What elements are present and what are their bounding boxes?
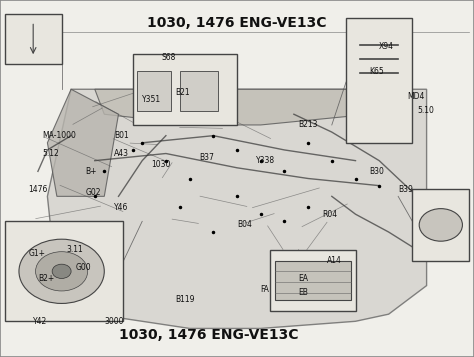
Text: B21: B21: [175, 88, 190, 97]
Text: B119: B119: [175, 295, 195, 305]
Text: K65: K65: [370, 67, 384, 76]
Polygon shape: [47, 89, 118, 196]
Text: Y351: Y351: [142, 95, 161, 105]
Text: 1476: 1476: [28, 185, 48, 194]
Text: G02: G02: [85, 188, 101, 197]
Bar: [137, 71, 171, 111]
Text: G00: G00: [76, 263, 91, 272]
Text: B04: B04: [237, 220, 252, 230]
Text: Y338: Y338: [256, 156, 275, 165]
Text: MD4: MD4: [408, 92, 425, 101]
Polygon shape: [95, 89, 379, 125]
Text: 5.12: 5.12: [43, 149, 59, 158]
Text: Y42: Y42: [33, 317, 47, 326]
Text: 1030: 1030: [152, 160, 171, 169]
Bar: [270, 250, 356, 311]
Text: B39: B39: [398, 185, 413, 194]
Text: 5.10: 5.10: [417, 106, 434, 115]
Text: B213: B213: [299, 120, 318, 130]
Text: X94: X94: [379, 42, 394, 51]
Text: B37: B37: [199, 152, 214, 162]
Circle shape: [52, 264, 71, 278]
Text: Y46: Y46: [114, 202, 128, 212]
Text: EB: EB: [299, 288, 309, 297]
Circle shape: [19, 239, 104, 303]
Text: B+: B+: [85, 167, 97, 176]
Circle shape: [36, 252, 88, 291]
Text: EA: EA: [299, 274, 309, 283]
Circle shape: [419, 208, 463, 241]
Text: A43: A43: [114, 149, 129, 158]
Text: A14: A14: [327, 256, 342, 265]
Polygon shape: [47, 89, 427, 328]
Text: R04: R04: [322, 210, 337, 219]
Bar: [275, 261, 351, 300]
Text: MA-1000: MA-1000: [43, 131, 76, 140]
Bar: [5, 221, 123, 321]
Text: 1030, 1476 ENG-VE13C: 1030, 1476 ENG-VE13C: [119, 328, 298, 342]
Text: B30: B30: [370, 167, 384, 176]
Bar: [412, 189, 469, 261]
Text: 1030, 1476 ENG-VE13C: 1030, 1476 ENG-VE13C: [147, 16, 327, 30]
Text: FA: FA: [261, 285, 270, 294]
Text: B2+: B2+: [38, 274, 54, 283]
Text: S68: S68: [161, 52, 175, 62]
Text: 3.11: 3.11: [66, 245, 83, 255]
Text: B01: B01: [114, 131, 128, 140]
Text: 3000: 3000: [104, 317, 124, 326]
Bar: [133, 54, 237, 125]
Bar: [5, 14, 62, 64]
Bar: [346, 18, 412, 143]
Text: G1+: G1+: [28, 249, 46, 258]
Bar: [180, 71, 218, 111]
